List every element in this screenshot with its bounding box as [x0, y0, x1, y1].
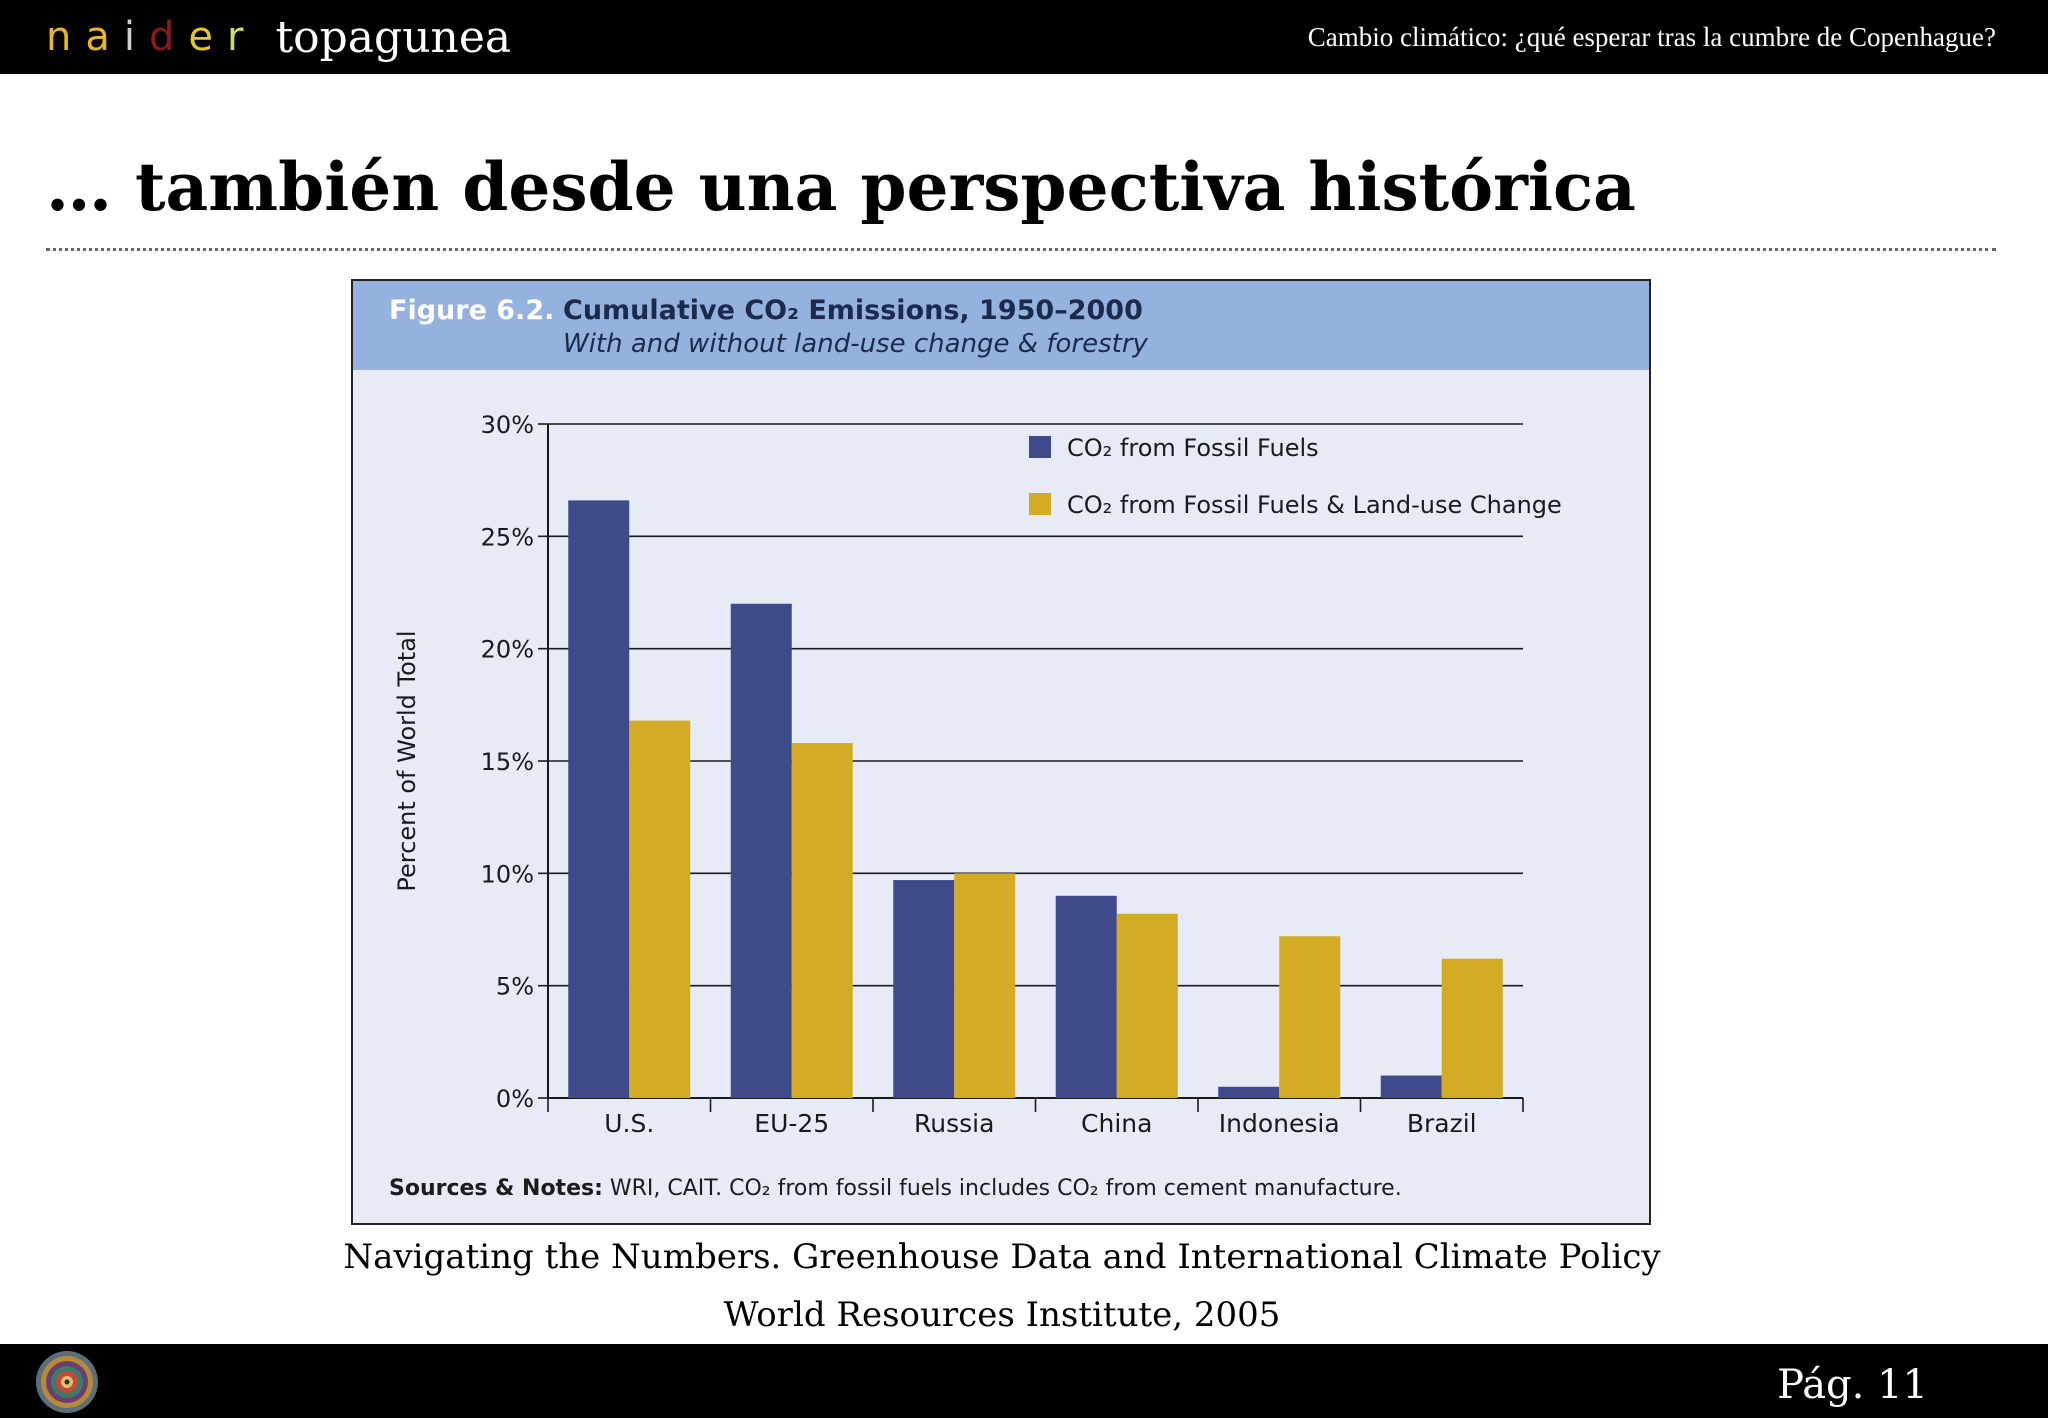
notes-text: WRI, CAIT. CO₂ from fossil fuels include… [602, 1176, 1402, 1201]
legend-label: CO₂ from Fossil Fuels [1067, 434, 1319, 462]
presentation-title: Cambio climático: ¿qué esperar tras la c… [1307, 22, 1996, 52]
bar [730, 603, 792, 1098]
y-tick-label: 20% [481, 636, 534, 664]
y-tick-label: 30% [481, 411, 534, 439]
brand-letter: i [123, 14, 135, 60]
figure-subtitle: With and without land-use change & fores… [563, 329, 1148, 359]
bar [1055, 895, 1117, 1098]
circular-emblem-icon [36, 1351, 98, 1413]
title-divider [46, 248, 1996, 251]
y-tick-label: 0% [496, 1085, 534, 1113]
figure-notes: Sources & Notes: WRI, CAIT. CO₂ from fos… [389, 1176, 1629, 1201]
y-tick-label: 15% [481, 748, 534, 776]
y-axis-title: Percent of World Total [393, 630, 421, 891]
footer-bar [0, 1344, 2048, 1418]
x-tick-label: Brazil [1407, 1109, 1477, 1138]
legend-swatch [1029, 436, 1051, 458]
bar [893, 880, 955, 1098]
bar [1441, 958, 1503, 1098]
bar [629, 720, 691, 1098]
x-tick-label: U.S. [604, 1109, 654, 1138]
brand-word: topagunea [275, 11, 512, 63]
bar [791, 743, 853, 1098]
source-caption: Navigating the Numbers. Greenhouse Data … [343, 1237, 1661, 1277]
x-tick-label: Indonesia [1219, 1109, 1340, 1138]
figure-label: Figure 6.2. [389, 295, 555, 326]
brand-letter: n [46, 14, 72, 60]
figure-header-band [353, 281, 1649, 370]
y-tick-label: 25% [481, 523, 534, 551]
brand-letter: e [188, 14, 213, 60]
page-number: Pág. 11 [1777, 1362, 1928, 1408]
bar [1279, 936, 1341, 1098]
slide-title: … también desde una perspectiva históric… [46, 148, 1636, 226]
legend-label: CO₂ from Fossil Fuels & Land-use Change [1067, 491, 1562, 519]
brand-letter: a [85, 14, 110, 60]
bar [1116, 913, 1178, 1098]
legend-swatch [1029, 493, 1051, 515]
y-tick-label: 10% [481, 860, 534, 888]
bar [954, 873, 1016, 1098]
x-tick-label: China [1081, 1109, 1152, 1138]
figure-panel: Figure 6.2. Cumulative CO₂ Emissions, 19… [351, 279, 1651, 1225]
bar [568, 500, 630, 1098]
bar-chart: 0% 5% 10% 15% 20% 25% 30% U.S. EU-25 Russia China I… [393, 411, 1562, 1138]
brand-letter: r [227, 14, 244, 60]
brand-letter: d [149, 14, 175, 60]
top-bar [0, 0, 2048, 74]
bar [1380, 1075, 1442, 1098]
y-tick-label: 5% [496, 973, 534, 1001]
bar [1218, 1086, 1280, 1098]
notes-label: Sources & Notes: [389, 1176, 603, 1201]
x-tick-label: EU-25 [754, 1109, 829, 1138]
publisher-caption: World Resources Institute, 2005 [723, 1295, 1281, 1335]
x-tick-label: Russia [914, 1109, 994, 1138]
figure-title: Cumulative CO₂ Emissions, 1950–2000 [563, 295, 1143, 326]
